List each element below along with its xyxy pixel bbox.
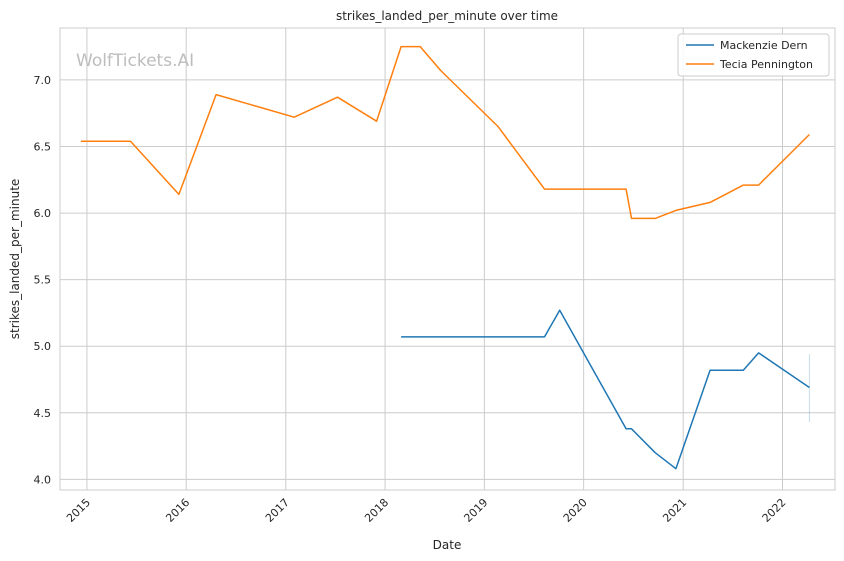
legend-label-tecia-pennington: Tecia Pennington <box>719 58 813 71</box>
series-layer <box>80 45 810 470</box>
y-tick-label: 4.5 <box>34 407 52 420</box>
legend: Mackenzie Dern Tecia Pennington <box>677 33 830 77</box>
y-tick-label: 7.0 <box>34 74 52 87</box>
y-tick-label: 6.0 <box>34 207 52 220</box>
y-gridlines <box>60 79 835 480</box>
series-line-tecia-pennington <box>80 45 810 220</box>
y-tick-label: 6.5 <box>34 140 52 153</box>
y-tick-label: 4.0 <box>34 473 52 486</box>
watermark: WolfTickets.AI <box>76 51 194 71</box>
legend-box <box>677 33 830 77</box>
plot-area <box>59 27 836 491</box>
series-line-mackenzie-dern <box>401 309 810 470</box>
legend-label-mackenzie-dern: Mackenzie Dern <box>720 39 808 52</box>
y-tick-labels: 4.0 4.5 5.0 5.5 6.0 6.5 7.0 <box>34 74 52 486</box>
y-tick-label: 5.0 <box>34 340 52 353</box>
x-axis-label: Date <box>433 538 462 552</box>
chart-title: strikes_landed_per_minute over time <box>336 9 558 23</box>
y-tick-label: 5.5 <box>34 274 52 287</box>
y-axis-label: strikes_landed_per_minute <box>8 179 22 340</box>
